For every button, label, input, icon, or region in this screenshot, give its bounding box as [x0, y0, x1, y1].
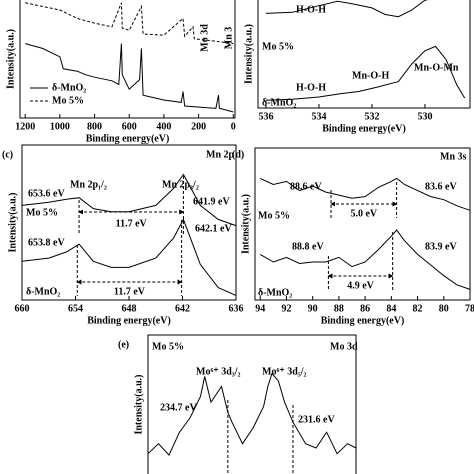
annotation: Mn 3s — [440, 151, 467, 162]
spectrum-line — [259, 177, 471, 211]
splitting-label: 5.0 eV — [350, 208, 377, 219]
plot-frame — [147, 334, 357, 474]
splitting-label: 11.7 eV — [114, 286, 146, 297]
x-tick-label: 84 — [386, 303, 396, 314]
peak-label: 642.1 eV — [195, 223, 232, 234]
annotation: H-O-H — [296, 82, 326, 93]
panel-label: (d) — [232, 149, 244, 160]
annotation: Mn-O-Mn — [414, 62, 459, 73]
annotation: Mo⁶⁺ 3d₅/₂ — [262, 366, 307, 377]
annotation: Mo 3d — [330, 341, 358, 352]
x-tick-label: 82 — [413, 303, 423, 314]
spectrum-line — [259, 229, 471, 290]
splitting-label: 11.7 eV — [116, 218, 148, 229]
x-tick-label: 532 — [364, 111, 379, 122]
x-tick-label: 654 — [68, 303, 83, 314]
y-axis-label: Intensity(a.u.) — [133, 374, 144, 434]
peak-label: 231.6 eV — [298, 414, 335, 425]
legend-label: Mo 5% — [52, 95, 84, 106]
series-label: Mo 5% — [26, 207, 58, 218]
x-tick-label: 536 — [258, 111, 273, 122]
annotation: Mn 2p — [206, 149, 235, 160]
peak-label: 88.6 eV — [290, 181, 322, 192]
x-tick-label: 648 — [122, 303, 137, 314]
spectrum-line — [265, 0, 429, 18]
peak-label: 653.8 eV — [28, 237, 65, 248]
x-tick-label: 600 — [122, 121, 137, 132]
plot-frame — [257, 0, 471, 109]
spectrum-line — [25, 2, 234, 45]
x-tick-label: 660 — [15, 303, 30, 314]
series-label: δ-MnO₂ — [258, 287, 292, 298]
x-tick-label: 88 — [334, 303, 344, 314]
plot-frame — [254, 147, 471, 301]
series-label: Mo 5% — [152, 341, 184, 352]
x-axis-label: Binding energy(eV) — [322, 123, 406, 134]
x-tick-label: 530 — [417, 111, 432, 122]
splitting-label: 4.9 eV — [347, 280, 374, 291]
annotation: Mo⁶⁺ 3d₃/₂ — [196, 366, 241, 377]
x-tick-label: 94 — [255, 303, 265, 314]
annotation: Mn-O-H — [352, 70, 389, 81]
spectrum-line — [25, 43, 234, 113]
x-axis-label: Binding energy(eV) — [321, 315, 405, 326]
x-tick-label: 92 — [281, 303, 291, 314]
x-tick-label: 800 — [87, 121, 102, 132]
annotation: Mn 3 — [223, 27, 234, 50]
annotation: H-O-H — [296, 4, 326, 15]
y-axis-label: Intensity(a.u.) — [7, 192, 18, 252]
x-tick-label: 80 — [439, 303, 449, 314]
x-axis-label: Binding energy(eV) — [86, 133, 170, 144]
x-tick-label: 642 — [175, 303, 190, 314]
y-axis-label: Intensity(a.u.) — [243, 24, 254, 84]
annotation: Mo 3d — [199, 24, 210, 52]
legend-label: δ-MnO₂ — [52, 82, 86, 93]
x-tick-label: 1200 — [15, 121, 35, 132]
spectrum-line — [147, 372, 357, 456]
y-axis-label: Intensity(a.u.) — [240, 194, 251, 254]
plot-frame — [19, 0, 236, 119]
series-label: δ-MnO₂ — [26, 286, 60, 297]
spectrum-line — [21, 218, 237, 296]
x-tick-label: 0 — [231, 121, 236, 132]
panel-label: (e) — [118, 339, 129, 350]
peak-label: 83.6 eV — [425, 181, 457, 192]
x-tick-label: 200 — [191, 121, 206, 132]
x-tick-label: 636 — [229, 303, 244, 314]
series-label: Mo 5% — [258, 210, 290, 221]
x-tick-label: 78 — [465, 303, 474, 314]
x-tick-label: 90 — [308, 303, 318, 314]
x-tick-label: 1000 — [50, 121, 70, 132]
spectrum-line — [265, 45, 466, 101]
peak-label: 641.9 eV — [193, 196, 230, 207]
annotation: Mn 2p₁/₂ — [70, 179, 107, 190]
peak-label: 83.9 eV — [425, 241, 457, 252]
series-label: δ-MnO₂ — [262, 97, 296, 108]
x-tick-label: 86 — [360, 303, 370, 314]
annotation: Mn 2p₃/₂ — [162, 179, 199, 190]
x-tick-label: 534 — [311, 111, 326, 122]
peak-label: 234.7 eV — [160, 402, 197, 413]
peak-label: 88.8 eV — [292, 241, 324, 252]
peak-label: 653.6 eV — [28, 188, 65, 199]
y-axis-label: Intensity(a.u.) — [5, 29, 16, 89]
panel-label: (c) — [2, 149, 13, 160]
x-axis-label: Binding energy(eV) — [87, 315, 171, 326]
series-label: Mo 5% — [262, 41, 294, 52]
x-tick-label: 400 — [156, 121, 171, 132]
